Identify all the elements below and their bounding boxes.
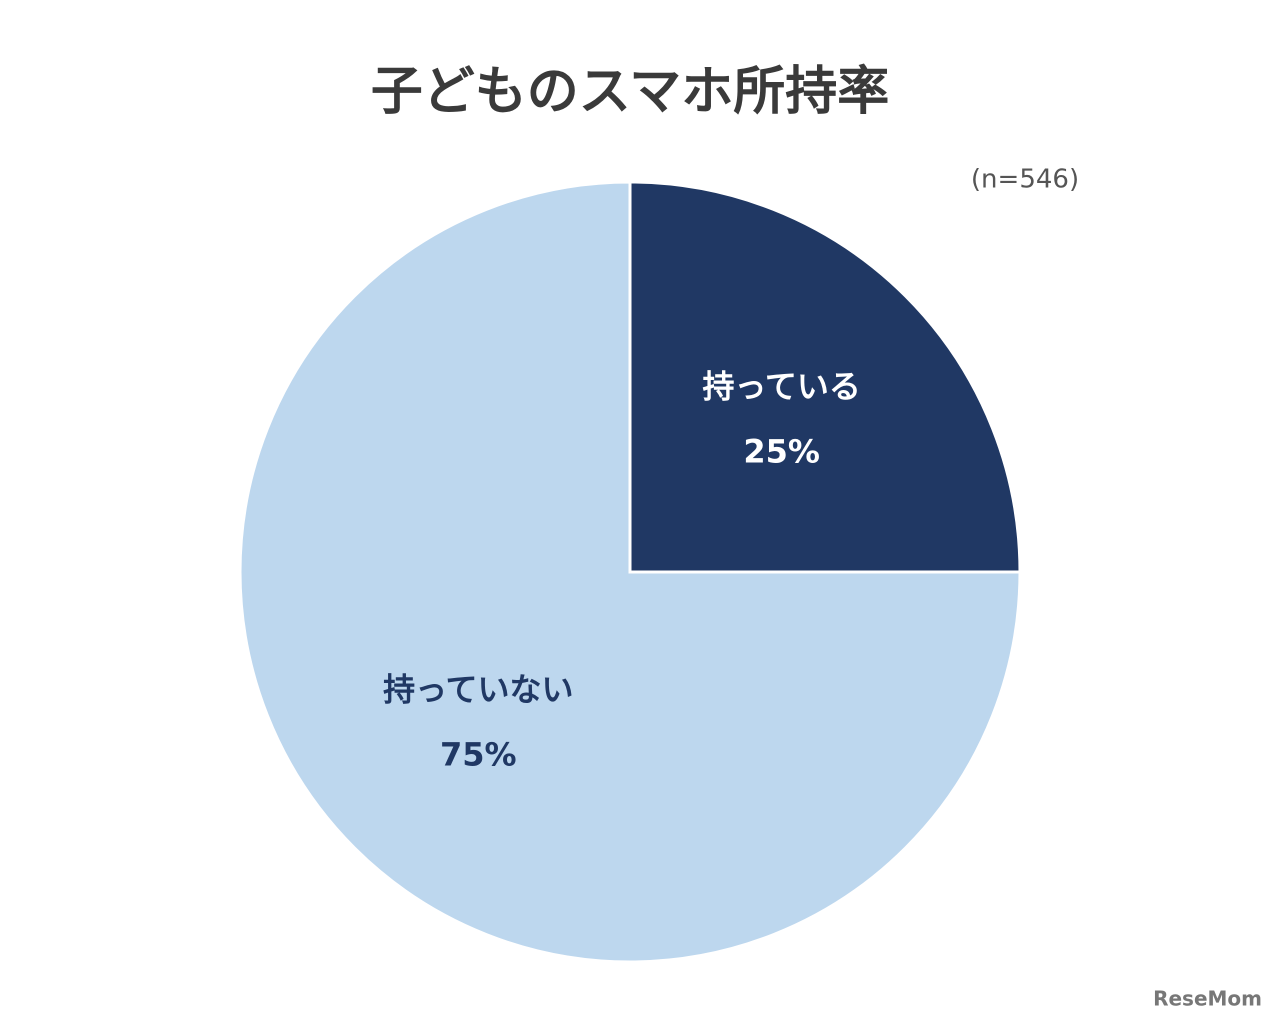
pie-slice	[238, 180, 1022, 964]
value-label: 75%	[440, 736, 517, 774]
value-label: 25%	[743, 432, 820, 470]
slice-label: 持っている	[702, 367, 860, 405]
watermark: ReseMom	[1153, 987, 1262, 1011]
chart-title: 子どものスマホ所持率	[371, 62, 889, 122]
pie-slice	[628, 180, 1022, 574]
slice-label: 持っていない	[383, 671, 573, 709]
chart-subtitle: (n=546)	[971, 165, 1079, 195]
